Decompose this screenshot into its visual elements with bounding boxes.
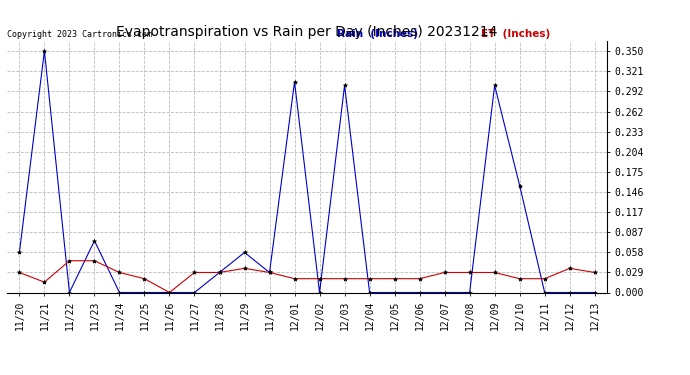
Text: Rain  (Inches): Rain (Inches) xyxy=(337,29,418,39)
Text: ET  (Inches): ET (Inches) xyxy=(481,29,551,39)
Title: Evapotranspiration vs Rain per Day (Inches) 20231214: Evapotranspiration vs Rain per Day (Inch… xyxy=(117,25,497,39)
Text: Copyright 2023 Cartronics.com: Copyright 2023 Cartronics.com xyxy=(7,30,152,39)
